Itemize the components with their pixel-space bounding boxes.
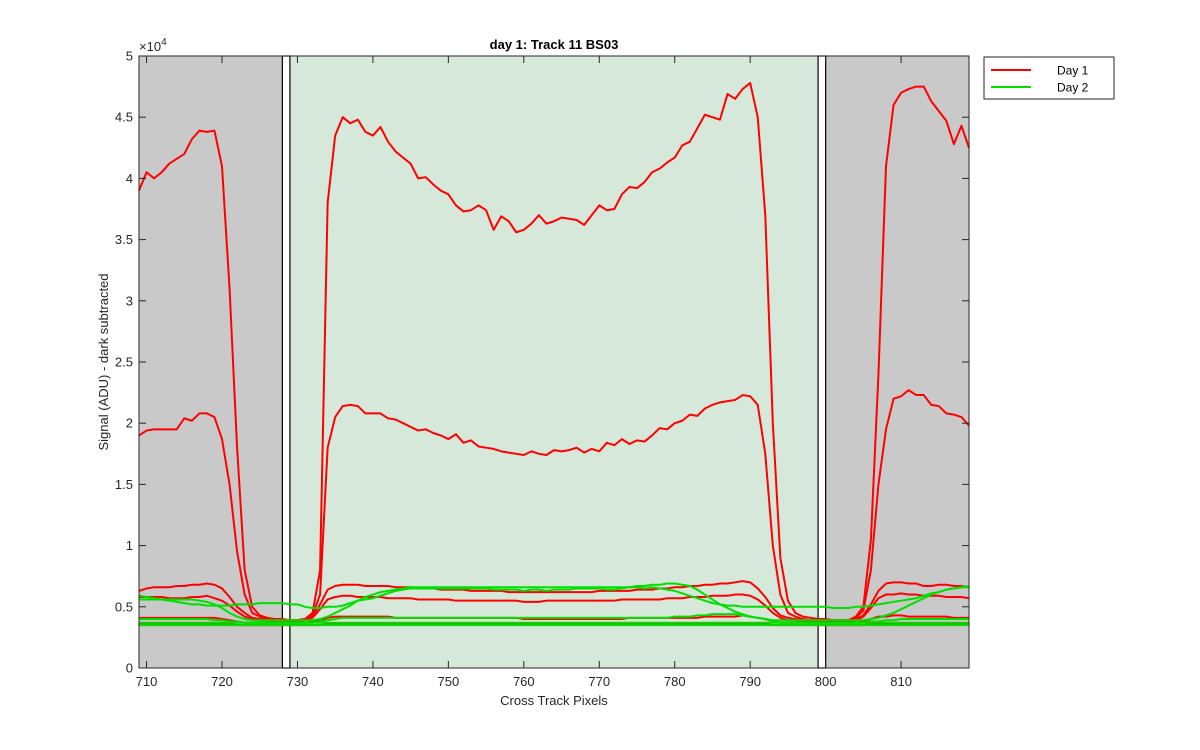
boundary-box-1 — [817, 55, 827, 669]
x-axis-label: Cross Track Pixels — [500, 693, 608, 708]
legend-box — [983, 56, 1115, 100]
y-tick-label: 3.5 — [115, 232, 133, 247]
series-line-day-2-6 — [138, 585, 970, 610]
y-tick-label: 4 — [126, 171, 133, 186]
x-tick-label: 790 — [739, 674, 761, 689]
x-tick-label: 780 — [664, 674, 686, 689]
x-tick-label: 760 — [513, 674, 535, 689]
regions-layer — [139, 55, 969, 669]
legend-label: Day 2 — [1057, 81, 1089, 95]
y-tick-label: 4.5 — [115, 110, 133, 125]
x-tick-label: 750 — [438, 674, 460, 689]
legend: Day 1 Day 2 — [983, 56, 1115, 100]
y-tick-label: 0 — [126, 661, 133, 676]
masked-region-0 — [139, 56, 283, 668]
y-axis-exponent-power: 4 — [161, 37, 167, 48]
y-tick-label: 1 — [126, 538, 133, 553]
series-line-day-1-3 — [139, 592, 970, 623]
boundary-box-0 — [281, 55, 291, 669]
y-tick-label: 2 — [126, 416, 133, 431]
y-tick-label: 3 — [126, 293, 133, 308]
x-tick-label: 740 — [362, 674, 384, 689]
y-tick-label: 1.5 — [115, 477, 133, 492]
ticks-layer: 710 720 730 740 750 760 770 780 790 800 810 0 0.5 1 1.… — [115, 49, 969, 689]
x-tick-label: 730 — [287, 674, 309, 689]
y-axis-exponent-base: ×10 — [139, 39, 161, 54]
y-tick-label: 2.5 — [115, 355, 133, 370]
y-tick-label: 5 — [126, 49, 133, 64]
active-region-1 — [289, 56, 819, 668]
legend-label: Day 1 — [1057, 64, 1089, 78]
x-tick-label: 720 — [211, 674, 233, 689]
x-tick-label: 770 — [588, 674, 610, 689]
y-tick-label: 0.5 — [115, 599, 133, 614]
series-line-day-2-7 — [139, 582, 969, 622]
series-layer — [138, 81, 970, 627]
x-tick-label: 810 — [890, 674, 912, 689]
plot-area — [138, 55, 970, 669]
x-tick-label: 710 — [136, 674, 158, 689]
masked-region-2 — [825, 56, 969, 668]
x-tick-label: 800 — [815, 674, 837, 689]
chart-title: day 1: Track 11 BS03 — [490, 37, 619, 52]
y-axis-label: Signal (ADU) - dark subtracted — [96, 273, 111, 450]
y-axis-exponent: ×104 — [139, 37, 167, 54]
